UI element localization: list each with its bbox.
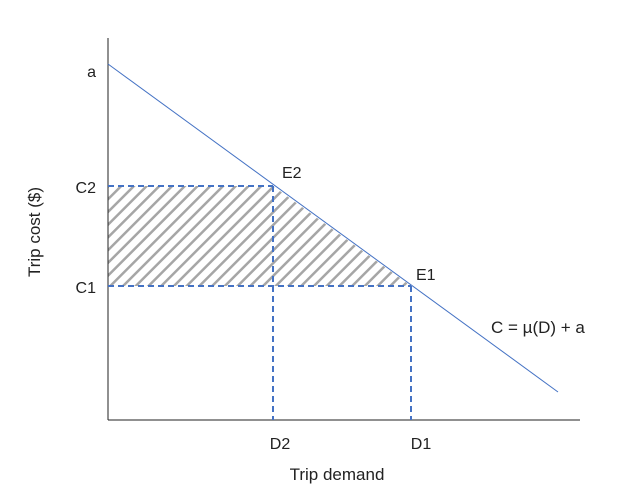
point-label-e1: E1 [416, 267, 436, 284]
y-axis-title: Trip cost ($) [25, 187, 44, 277]
x-axis-title: Trip demand [290, 465, 385, 484]
x-tick-d1: D1 [411, 436, 432, 453]
point-label-e2: E2 [282, 165, 302, 182]
y-tick-c2: C2 [76, 180, 97, 197]
cost-function-line [107, 63, 559, 393]
y-tick-a: a [87, 64, 96, 81]
hatched-area [108, 186, 411, 286]
equation-label: C = µ(D) + a [491, 318, 585, 337]
y-tick-c1: C1 [76, 280, 97, 297]
x-tick-d2: D2 [270, 436, 291, 453]
dashed-guides [108, 185, 412, 420]
